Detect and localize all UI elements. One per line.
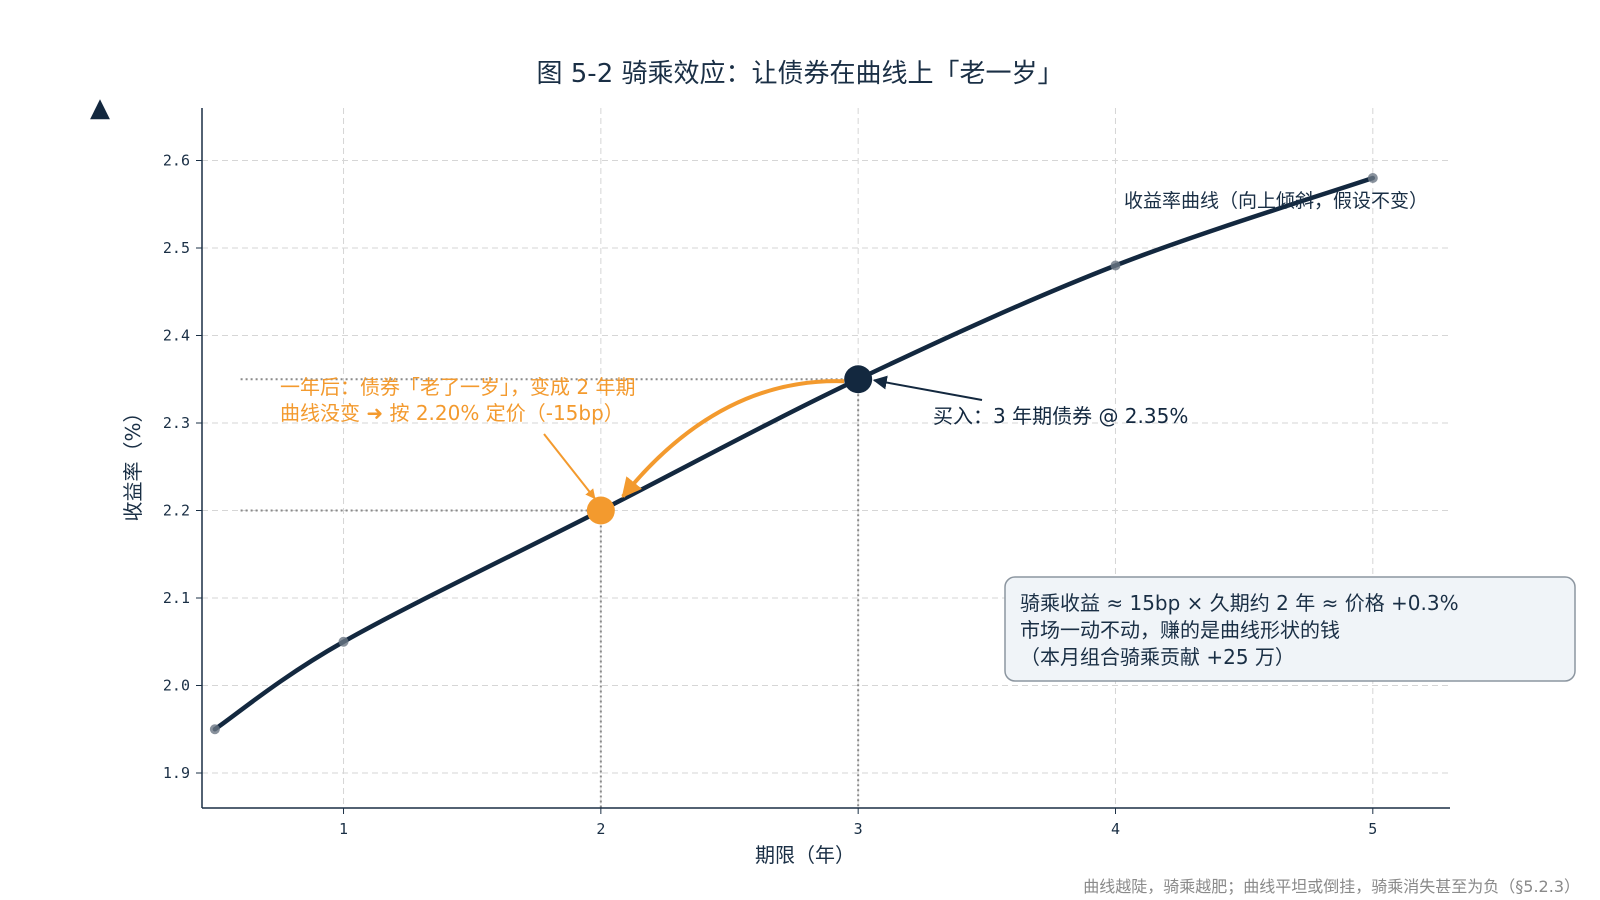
info-box (1004, 576, 1576, 682)
buy-marker (844, 365, 873, 394)
data-point (1367, 173, 1378, 183)
footnote: 曲线越陡，骑乘越肥；曲线平坦或倒挂，骑乘消失甚至为负（§5.2.3） (1083, 877, 1580, 896)
aging-arrow (621, 379, 845, 499)
y-tick-label: 1.9 (163, 764, 190, 782)
y-tick-label: 2.5 (163, 239, 190, 257)
y-axis-label: 收益率（%） (121, 402, 145, 521)
y-tick-label: 2.4 (163, 327, 190, 345)
buy-annotation: 买入：3 年期债券 @ 2.35% (933, 404, 1188, 428)
after-annotation-arrow (543, 433, 596, 500)
reference-lines (240, 378, 860, 808)
x-tick-label: 2 (596, 820, 605, 838)
series-label: 收益率曲线（向上倾斜，假设不变） (1124, 190, 1428, 212)
info-box-line-3: （本月组合骑乘贡献 +25 万） (1020, 645, 1295, 669)
data-point (1110, 260, 1121, 271)
x-axis-label: 期限（年） (755, 843, 855, 867)
triangle-icon: ▲ (90, 93, 110, 123)
data-points (209, 173, 1378, 735)
buy-annotation-arrow (872, 375, 983, 401)
data-point (209, 724, 220, 735)
x-tick-label: 3 (854, 820, 863, 838)
after-annotation-line-2: 曲线没变 ➜ 按 2.20% 定价（-15bp） (280, 401, 624, 425)
chart-title: 图 5-2 骑乘效应：让债券在曲线上「老一岁」 (537, 59, 1064, 89)
x-tick-label: 4 (1111, 820, 1120, 838)
y-tick-label: 2.0 (163, 677, 190, 695)
x-tick-label: 5 (1368, 820, 1377, 838)
x-tick-label: 1 (339, 820, 348, 838)
info-box-line-2: 市场一动不动，赚的是曲线形状的钱 (1020, 618, 1340, 642)
axes: 1 2 3 4 5 1.9 2.0 2.1 2.2 2.3 2.4 2.5 2.6 (163, 108, 1450, 838)
after-marker (586, 496, 615, 525)
annotations (543, 375, 983, 500)
info-box-line-1: 骑乘收益 ≈ 15bp × 久期约 2 年 ≈ 价格 +0.3% (1020, 591, 1459, 615)
data-point (338, 636, 349, 647)
after-annotation-line-1: 一年后：债券「老了一岁」，变成 2 年期 (280, 375, 635, 399)
y-tick-label: 2.2 (163, 502, 190, 520)
y-tick-label: 2.6 (163, 152, 190, 170)
y-tick-label: 2.3 (163, 414, 190, 432)
y-tick-label: 2.1 (163, 589, 190, 607)
